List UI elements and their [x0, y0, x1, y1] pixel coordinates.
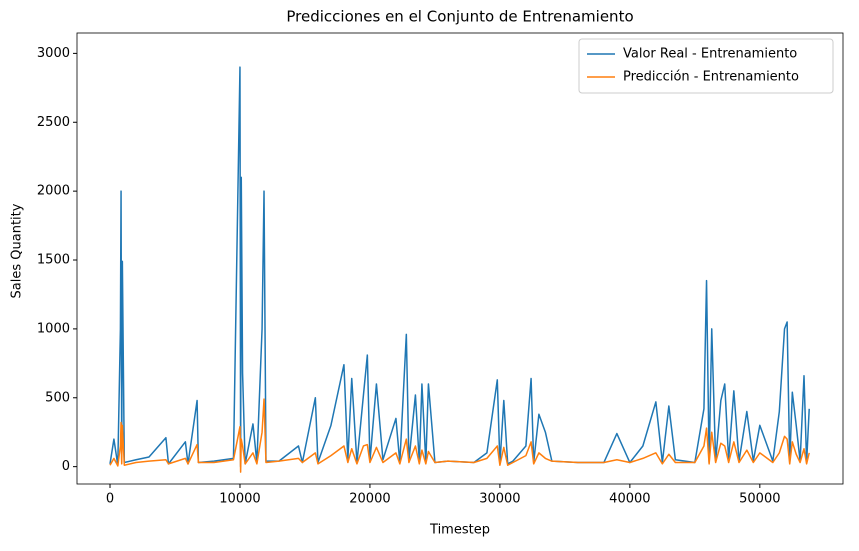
y-axis-label: Sales Quantity	[10, 203, 25, 298]
chart-title: Predicciones en el Conjunto de Entrenami…	[286, 8, 633, 26]
plot-frame	[76, 32, 844, 485]
y-tick-label: 1000	[37, 321, 70, 336]
legend-label: Predicción - Entrenamiento	[623, 70, 799, 85]
x-tick-label: 20000	[349, 492, 390, 507]
x-tick-label: 40000	[609, 492, 650, 507]
y-tick-label: 500	[45, 390, 70, 405]
x-axis-label: Timestep	[429, 523, 490, 538]
y-tick-label: 1500	[37, 253, 70, 268]
x-tick-label: 0	[106, 492, 114, 507]
y-tick-label: 3000	[37, 46, 70, 61]
legend-box	[578, 38, 834, 94]
y-tick-label: 0	[62, 459, 70, 474]
x-tick-label: 50000	[739, 492, 780, 507]
data-line	[109, 398, 810, 473]
x-tick-label: 10000	[219, 492, 260, 507]
y-tick-label: 2500	[37, 115, 70, 130]
x-tick-label: 30000	[479, 492, 520, 507]
data-line	[109, 66, 810, 468]
y-tick-label: 2000	[37, 184, 70, 199]
legend-label: Valor Real - Entrenamiento	[623, 47, 797, 62]
